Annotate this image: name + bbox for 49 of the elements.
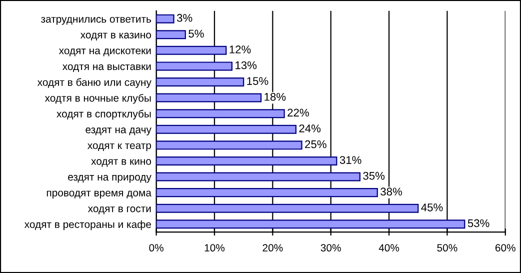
- data-label: 35%: [363, 172, 385, 180]
- y-tick-label: ходят в рестораны и кафе: [24, 220, 151, 230]
- bar: [156, 46, 227, 55]
- bar: [156, 30, 186, 40]
- bar: [156, 220, 466, 229]
- data-label: 22%: [288, 108, 309, 117]
- data-label: 25%: [305, 140, 326, 148]
- data-label: 24%: [299, 124, 321, 132]
- y-tick-label: ходят к театр: [88, 143, 152, 152]
- data-label: 45%: [421, 204, 443, 212]
- bar: [156, 93, 262, 102]
- y-tick-label: ездят на природу: [68, 174, 152, 183]
- bar: [156, 62, 232, 71]
- y-tick-label: затруднились ответить: [41, 16, 152, 25]
- x-tick-label: 60%: [495, 244, 516, 252]
- data-label: 12%: [230, 46, 251, 54]
- y-tick-label: ходят в спортклубы: [56, 110, 151, 120]
- bar: [156, 188, 378, 198]
- y-tick-label: ходтя в ночные клубы: [44, 94, 151, 104]
- x-tick-label: 0%: [149, 244, 164, 252]
- data-label: 18%: [264, 92, 286, 101]
- y-tick-label: ходят в казино: [80, 32, 152, 40]
- y-tick-label: проводят время дома: [46, 190, 152, 198]
- bar: [156, 156, 338, 166]
- bar: [156, 109, 285, 118]
- data-label: 31%: [340, 156, 362, 164]
- bar: [156, 14, 174, 24]
- x-tick-label: 40%: [378, 244, 400, 252]
- x-tick-label: 20%: [262, 244, 283, 252]
- data-label: 15%: [247, 77, 268, 85]
- y-tick-label: ходтя на выставки: [62, 64, 151, 72]
- data-label: 5%: [188, 30, 204, 38]
- y-tick-label: ходят в баню или сауну: [37, 78, 152, 88]
- x-tick-label: 30%: [320, 244, 341, 252]
- y-tick-label: ходят на дискотеки: [58, 48, 151, 56]
- data-label: 13%: [236, 61, 257, 70]
- y-tick-label: ездят на дачу: [86, 128, 152, 136]
- bar: [156, 204, 419, 213]
- data-label: 38%: [380, 188, 402, 196]
- data-label: 3%: [176, 14, 192, 22]
- bar: [156, 77, 244, 86]
- y-tick-label: ходят в кино: [91, 159, 152, 167]
- bar: [156, 140, 302, 150]
- bar: [156, 124, 296, 134]
- y-tick-label: ходят в гости: [88, 206, 151, 214]
- data-label: 53%: [468, 219, 490, 228]
- bar: [156, 172, 360, 182]
- x-tick-label: 50%: [437, 244, 458, 252]
- x-tick-label: 10%: [204, 244, 225, 252]
